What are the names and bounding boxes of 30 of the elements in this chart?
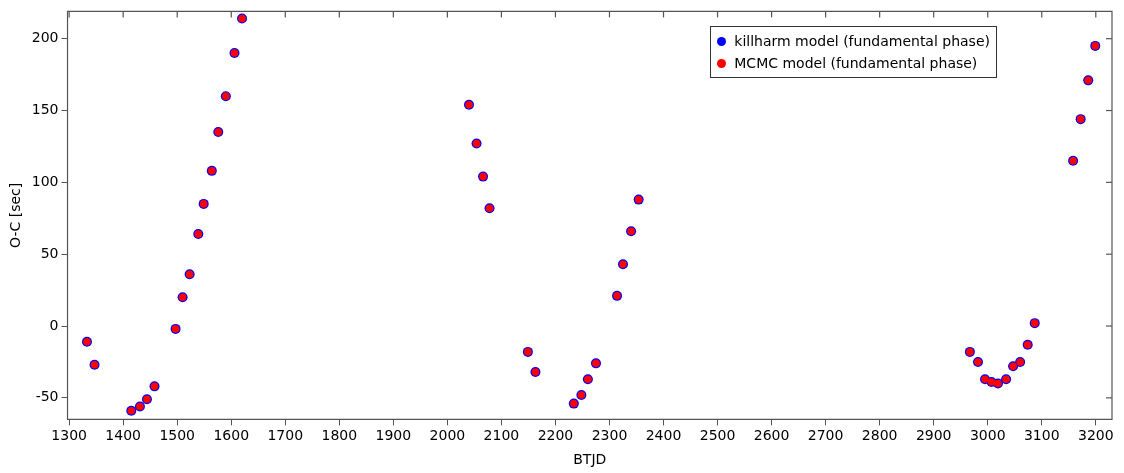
y-tick-label: 200 xyxy=(31,29,59,46)
x-tick-label: 2500 xyxy=(699,427,736,444)
x-tick-label: 1400 xyxy=(105,427,141,444)
x-tick-label: 3000 xyxy=(969,427,1006,444)
x-tick-label: 1600 xyxy=(213,427,250,444)
x-tick-label: 2000 xyxy=(429,427,466,444)
x-tick-label: 3200 xyxy=(1077,427,1114,444)
x-tick-label: 3100 xyxy=(1023,427,1060,444)
x-tick-label: 1900 xyxy=(375,427,412,444)
x-tick-label: 2600 xyxy=(753,427,790,444)
x-tick-label: 2300 xyxy=(591,427,628,444)
x-tick-label: 2800 xyxy=(861,427,898,444)
x-tick-label: 2100 xyxy=(483,427,520,444)
x-tick-label: 2900 xyxy=(915,427,952,444)
legend-label: MCMC model (fundamental phase) xyxy=(734,54,978,74)
y-tick-label: -50 xyxy=(35,388,59,405)
x-tick-label: 1300 xyxy=(51,427,87,444)
x-tick-label: 1500 xyxy=(159,427,196,444)
x-tick-label: 1700 xyxy=(267,427,304,444)
x-tick-label: 2200 xyxy=(537,427,574,444)
y-tick-label: 50 xyxy=(40,244,59,261)
x-axis-title: BTJD xyxy=(573,451,607,468)
x-tick-label: 2400 xyxy=(645,427,682,444)
y-tick-label: 100 xyxy=(31,173,59,189)
legend-label: killharm model (fundamental phase) xyxy=(734,32,990,52)
y-tick-label: 150 xyxy=(31,101,59,118)
y-axis-title: O-C [sec] xyxy=(7,182,24,249)
y-tick-label: 0 xyxy=(49,316,59,333)
x-tick-label: 2700 xyxy=(807,427,844,444)
x-tick-label: 1800 xyxy=(321,427,358,444)
